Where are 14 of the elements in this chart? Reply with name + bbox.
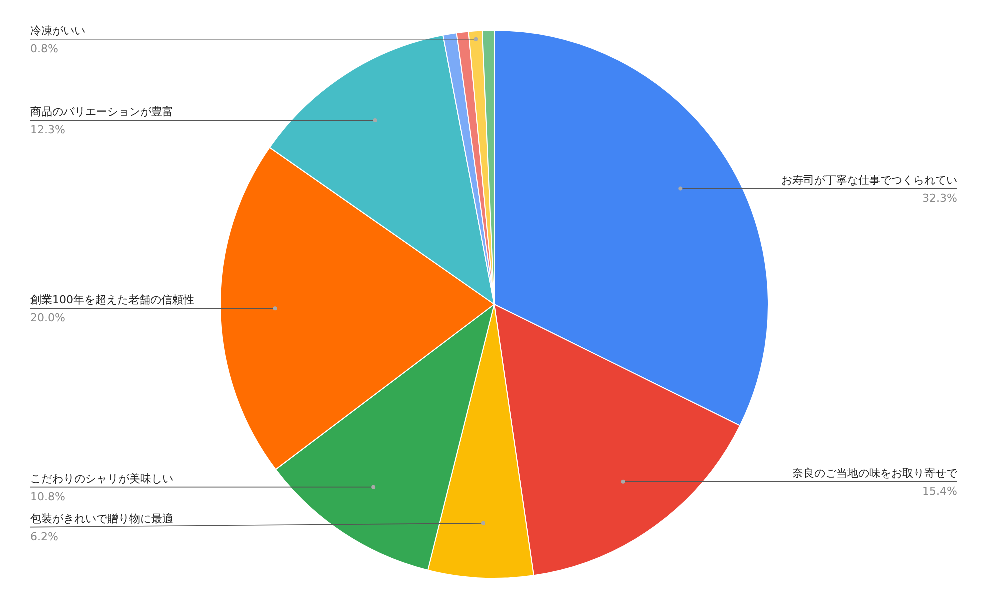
slice-label: 商品のバリエーションが豊富 <box>30 106 174 119</box>
slice-label: 冷凍がいい <box>30 24 86 38</box>
data-label: 32.3% <box>922 192 958 205</box>
slice-label: 包装がきれいで贈り物に最適 <box>30 512 174 526</box>
data-label: 12.3% <box>30 124 66 137</box>
data-label: 10.8% <box>30 490 66 504</box>
data-label: 0.8% <box>30 42 58 56</box>
slice-label: こだわりのシャリが美味しい <box>30 472 174 486</box>
slice-label: お寿司が丁寧な仕事でつくられてい <box>782 174 958 187</box>
data-label: 20.0% <box>30 312 66 325</box>
slice-label: 奈良のご当地の味をお取り寄せで <box>792 466 958 480</box>
data-label: 15.4% <box>922 484 958 498</box>
data-label: 6.2% <box>30 530 58 544</box>
slice-label: 創業100年を超えた老舗の信頼性 <box>30 294 194 307</box>
